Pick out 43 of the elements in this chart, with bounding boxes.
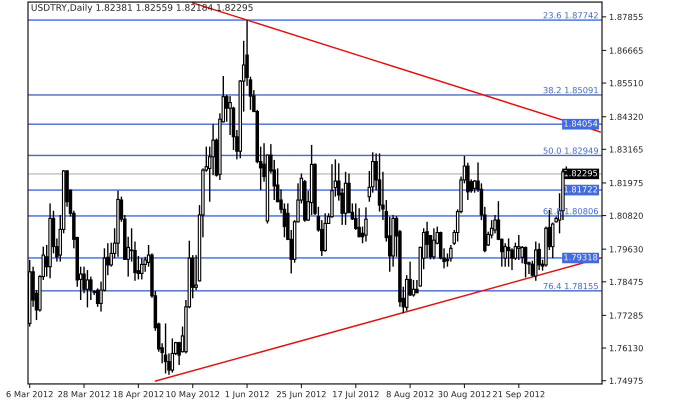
ref-line-label: 1.81722 xyxy=(564,186,597,192)
candlestick xyxy=(170,338,174,374)
candlestick xyxy=(432,228,436,260)
candlestick xyxy=(412,279,416,298)
x-tick-label: 6 Mar 2012 xyxy=(6,391,53,398)
x-tick-label: 25 Jun 2012 xyxy=(276,391,326,399)
y-tick-label: 1.86665 xyxy=(610,47,643,54)
y-tick-label: 1.84320 xyxy=(610,114,643,120)
candlestick xyxy=(364,206,368,242)
y-tick-label: 1.81975 xyxy=(610,180,643,186)
candlestick xyxy=(472,179,476,194)
candlestick xyxy=(503,242,507,268)
x-tick-label: 8 Aug 2012 xyxy=(386,391,434,399)
annotation: 23.6 1.87742 xyxy=(544,12,598,18)
x-tick-label: 28 Mar 2012 xyxy=(58,391,110,398)
y-tick-label: 1.74975 xyxy=(610,378,643,384)
x-tick-label: 10 May 2012 xyxy=(166,391,220,399)
y-tick-label: 1.77285 xyxy=(610,312,643,319)
x-tick-label: 18 Apr 2012 xyxy=(114,391,164,399)
ref-line-label: 1.84054 xyxy=(564,120,598,127)
candlestick xyxy=(96,288,100,308)
y-tick-label: 1.76130 xyxy=(610,345,643,352)
y-tick-label: 1.78475 xyxy=(610,278,643,286)
y-tick-label: 1.87855 xyxy=(610,14,643,20)
annotation: 38.2 1.85091 xyxy=(544,86,598,94)
y-tick-label: 1.85510 xyxy=(610,80,643,86)
candlestick xyxy=(517,234,521,261)
annotation: 50.0 1.82949 xyxy=(544,148,598,154)
candlestick xyxy=(524,246,528,278)
y-tick-label: 1.83165 xyxy=(610,146,643,153)
candlestick xyxy=(140,258,144,280)
x-tick-label: 21 Sep 2012 xyxy=(492,391,544,399)
candlestick xyxy=(164,322,168,374)
y-tick-label: 1.79630 xyxy=(610,246,643,252)
x-tick-label: 17 Jul 2012 xyxy=(333,390,379,399)
candlestick xyxy=(506,238,510,268)
annotation: 76.4 1.78155 xyxy=(544,282,598,290)
ref-line-label: 1.79318 xyxy=(564,254,598,260)
candlestick xyxy=(86,269,90,308)
x-tick-label: 1 Jun 2012 xyxy=(226,391,269,399)
x-tick-label: 30 Aug 2012 xyxy=(438,391,490,399)
y-tick-label: 1.80820 xyxy=(610,212,643,219)
candlestick xyxy=(449,244,453,262)
